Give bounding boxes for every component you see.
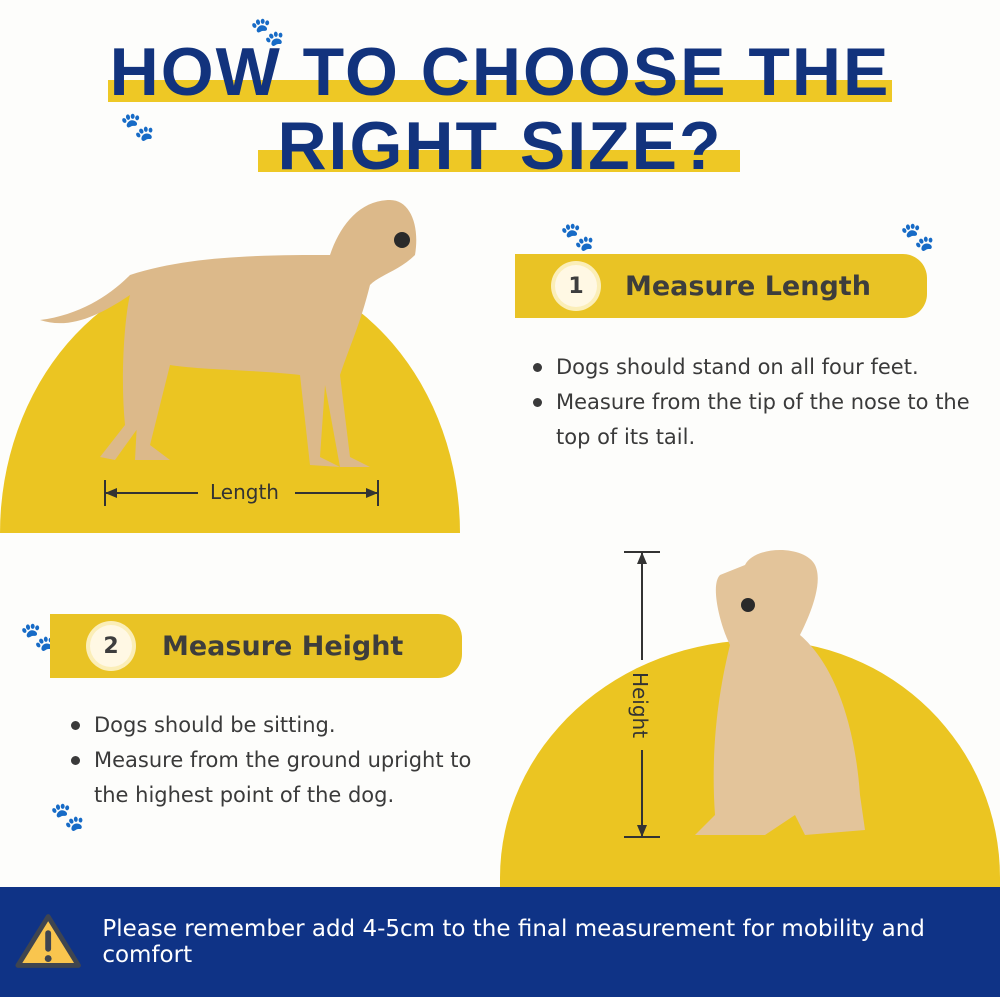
height-arrow	[624, 551, 660, 838]
page-title-line2: RIGHT SIZE?	[277, 108, 723, 184]
paw-icon: 🐾	[250, 15, 285, 48]
paw-icon: 🐾	[120, 110, 155, 143]
paw-icon: 🐾	[20, 620, 55, 653]
warning-icon	[15, 914, 81, 968]
paw-number-badge: 2	[90, 625, 132, 667]
step2-header: 2 Measure Height	[50, 614, 462, 678]
length-label: Length	[210, 480, 279, 504]
step1-header: 1 Measure Length	[515, 254, 927, 318]
paw-icon: 🐾	[560, 220, 595, 253]
step1-bullets: Dogs should stand on all four feet. Meas…	[530, 350, 970, 455]
title-highlight	[108, 80, 892, 102]
step2-heading: Measure Height	[162, 630, 404, 662]
title-highlight	[258, 150, 740, 172]
footer-text: Please remember add 4-5cm to the final m…	[102, 916, 925, 968]
footer-banner: Please remember add 4-5cm to the final m…	[0, 887, 1000, 997]
bullet: Dogs should be sitting.	[68, 708, 508, 743]
bullet: Dogs should stand on all four feet.	[530, 350, 970, 385]
step1-heading: Measure Length	[625, 270, 871, 302]
bullet: Measure from the tip of the nose to the …	[530, 385, 970, 455]
paw-number-badge: 1	[555, 265, 597, 307]
step2-bullets: Dogs should be sitting. Measure from the…	[68, 708, 508, 813]
bullet: Measure from the ground upright to the h…	[68, 743, 508, 813]
length-arrow	[104, 480, 379, 506]
height-label: Height	[628, 671, 652, 739]
page-title-line1: HOW TO CHOOSE THE	[109, 34, 891, 110]
paw-icon: 🐾	[50, 800, 85, 833]
standing-dog-image	[40, 200, 417, 467]
sitting-dog-image	[695, 550, 865, 835]
paw-icon: 🐾	[900, 220, 935, 253]
